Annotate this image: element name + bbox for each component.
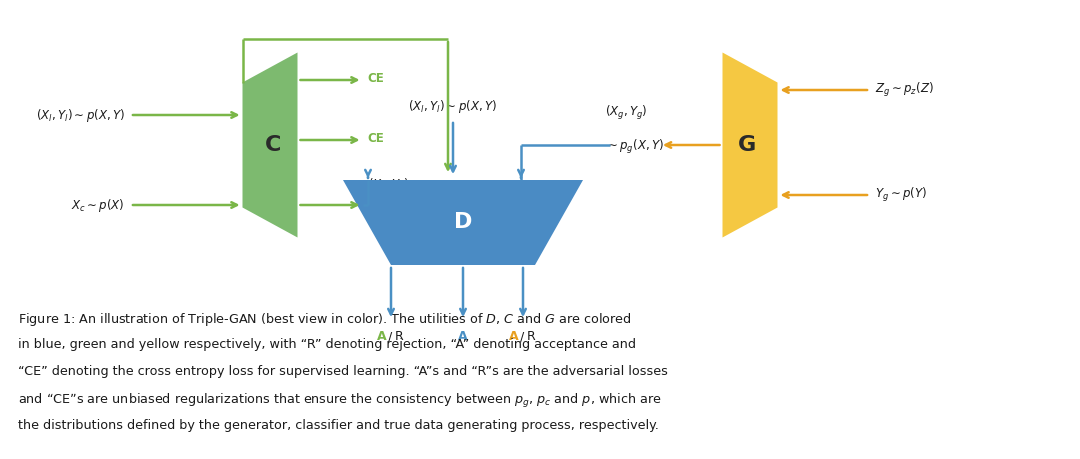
Text: D: D: [454, 213, 472, 233]
Polygon shape: [243, 52, 297, 237]
Text: and “CE”s are unbiased regularizations that ensure the consistency between $p_g$: and “CE”s are unbiased regularizations t…: [18, 392, 662, 410]
Text: R: R: [395, 330, 404, 343]
Text: A: A: [510, 330, 519, 343]
Text: $Z_g \sim p_z(Z)$: $Z_g \sim p_z(Z)$: [875, 81, 934, 99]
Text: $X_c \sim p(X)$: $X_c \sim p(X)$: [71, 196, 125, 213]
Text: $(X_c, Y_c)$: $(X_c, Y_c)$: [367, 177, 408, 193]
Text: CE: CE: [367, 131, 384, 145]
Text: Figure 1: An illustration of Triple-GAN (best view in color). The utilities of $: Figure 1: An illustration of Triple-GAN …: [18, 311, 632, 328]
Text: $(X_l, Y_l) \sim p(X,Y)$: $(X_l, Y_l) \sim p(X,Y)$: [36, 106, 125, 123]
Text: “CE” denoting the cross entropy loss for supervised learning. “A”s and “R”s are : “CE” denoting the cross entropy loss for…: [18, 365, 667, 378]
Text: /: /: [519, 330, 524, 343]
Text: $(X_l, Y_l) \sim p(X,Y)$: $(X_l, Y_l) \sim p(X,Y)$: [408, 98, 498, 115]
Text: the distributions defined by the generator, classifier and true data generating : the distributions defined by the generat…: [18, 419, 659, 432]
Text: $Y_g \sim p(Y)$: $Y_g \sim p(Y)$: [875, 186, 927, 204]
Text: /: /: [388, 330, 392, 343]
Text: C: C: [265, 135, 281, 155]
Text: $(X_g, Y_g)$: $(X_g, Y_g)$: [605, 104, 648, 122]
Text: A: A: [458, 330, 468, 343]
Polygon shape: [723, 52, 778, 237]
Text: $\sim p_c(X,Y)$: $\sim p_c(X,Y)$: [367, 207, 426, 224]
Text: in blue, green and yellow respectively, with “R” denoting rejection, “A” denotin: in blue, green and yellow respectively, …: [18, 338, 636, 351]
Polygon shape: [343, 180, 583, 265]
Text: $\sim p_g(X,Y)$: $\sim p_g(X,Y)$: [605, 138, 664, 156]
Text: R: R: [527, 330, 536, 343]
Text: G: G: [738, 135, 756, 155]
Text: A: A: [377, 330, 387, 343]
Text: CE: CE: [367, 72, 384, 84]
